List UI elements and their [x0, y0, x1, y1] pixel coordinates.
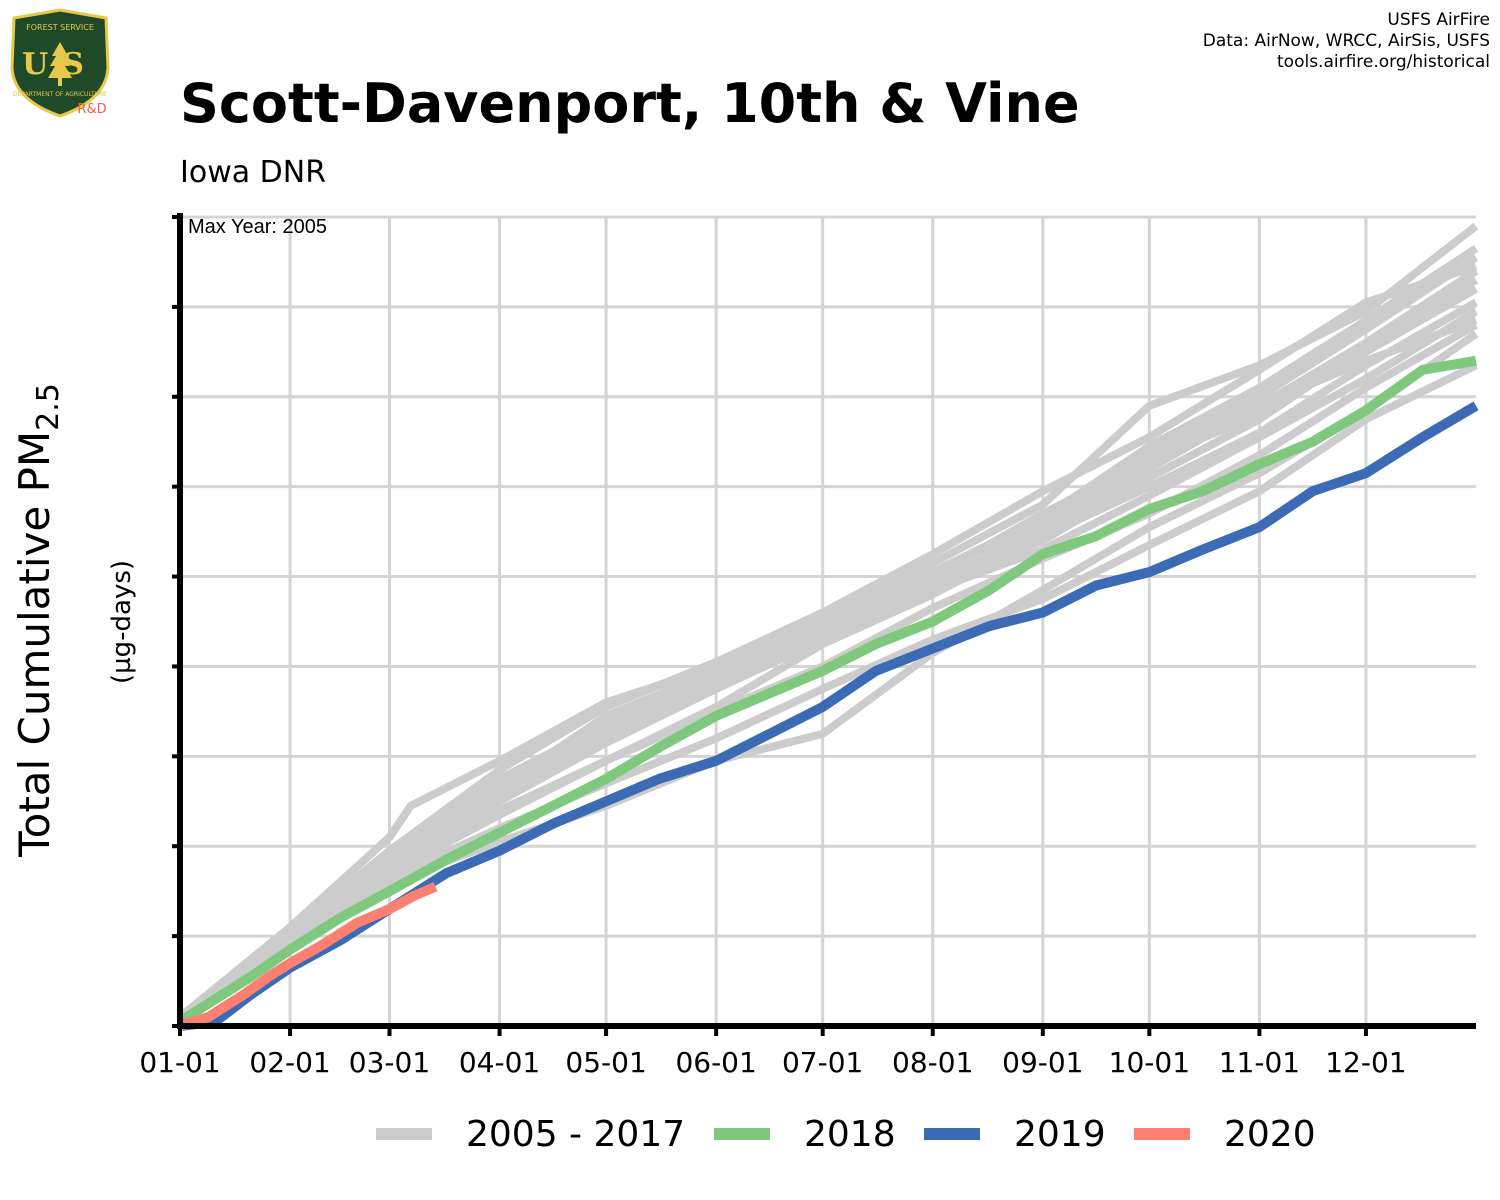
- x-tick-label: 07-01: [782, 1046, 863, 1079]
- x-tick-label: 12-01: [1325, 1046, 1406, 1079]
- series-line-2018: [177, 355, 1477, 1026]
- x-tick-label: 10-01: [1109, 1046, 1190, 1079]
- usfs-logo: FOREST SERVICE US DEPARTMENT OF AGRICULT…: [10, 8, 110, 118]
- chart-title: Scott-Davenport, 10th & Vine: [180, 72, 1080, 135]
- logo-tree-icon: [48, 42, 72, 86]
- x-tick-label: 04-01: [459, 1046, 540, 1079]
- legend-swatch-historical: [376, 1128, 432, 1140]
- legend: 2005 - 2017 2018 2019 2020: [0, 1110, 1500, 1160]
- series-line-2020: [178, 882, 438, 1031]
- x-tick-label: 01-01: [139, 1046, 220, 1079]
- x-tick-label: 08-01: [892, 1046, 973, 1079]
- x-tick-label: 03-01: [349, 1046, 430, 1079]
- x-tick-label: 05-01: [565, 1046, 646, 1079]
- legend-swatch-2019: [924, 1128, 980, 1140]
- axes: 01-01 02-01 03-01 04-01 05-01 06-01 07-01 08-01…: [139, 213, 1476, 1079]
- series-group: [177, 222, 1479, 1031]
- chart-subtitle: Iowa DNR: [180, 155, 327, 190]
- logo-bottom-text: DEPARTMENT OF AGRICULTURE: [13, 91, 107, 98]
- legend-label-2020: 2020: [1224, 1114, 1316, 1155]
- legend-label-2018: 2018: [804, 1114, 896, 1155]
- legend-label-2019: 2019: [1014, 1114, 1106, 1155]
- credits: USFS AirFire Data: AirNow, WRCC, AirSis,…: [1203, 10, 1490, 73]
- credit-line-1: USFS AirFire: [1387, 10, 1490, 30]
- logo-top-text: FOREST SERVICE: [26, 23, 94, 32]
- credit-line-2: Data: AirNow, WRCC, AirSis, USFS: [1202, 31, 1490, 51]
- series-line-2019: [179, 401, 1479, 1031]
- x-tick-label: 11-01: [1219, 1046, 1300, 1079]
- chart-plot: 01-01 02-01 03-01 04-01 05-01 06-01 07-01 08-01…: [139, 213, 1479, 1079]
- x-tick-label: 02-01: [249, 1046, 330, 1079]
- legend-swatch-2020: [1134, 1128, 1190, 1140]
- max-year-annotation: Max Year: 2005: [188, 216, 327, 238]
- legend-label-historical: 2005 - 2017: [466, 1114, 686, 1155]
- legend-swatch-2018: [714, 1128, 770, 1140]
- series-line-historical: [177, 361, 1478, 1021]
- x-tick-label: 06-01: [675, 1046, 756, 1079]
- logo-rd-tag: R&D: [77, 102, 106, 117]
- series-line-historical: [177, 316, 1478, 1021]
- credit-line-3: tools.airfire.org/historical: [1277, 52, 1490, 72]
- x-tick-label: 09-01: [1002, 1046, 1083, 1079]
